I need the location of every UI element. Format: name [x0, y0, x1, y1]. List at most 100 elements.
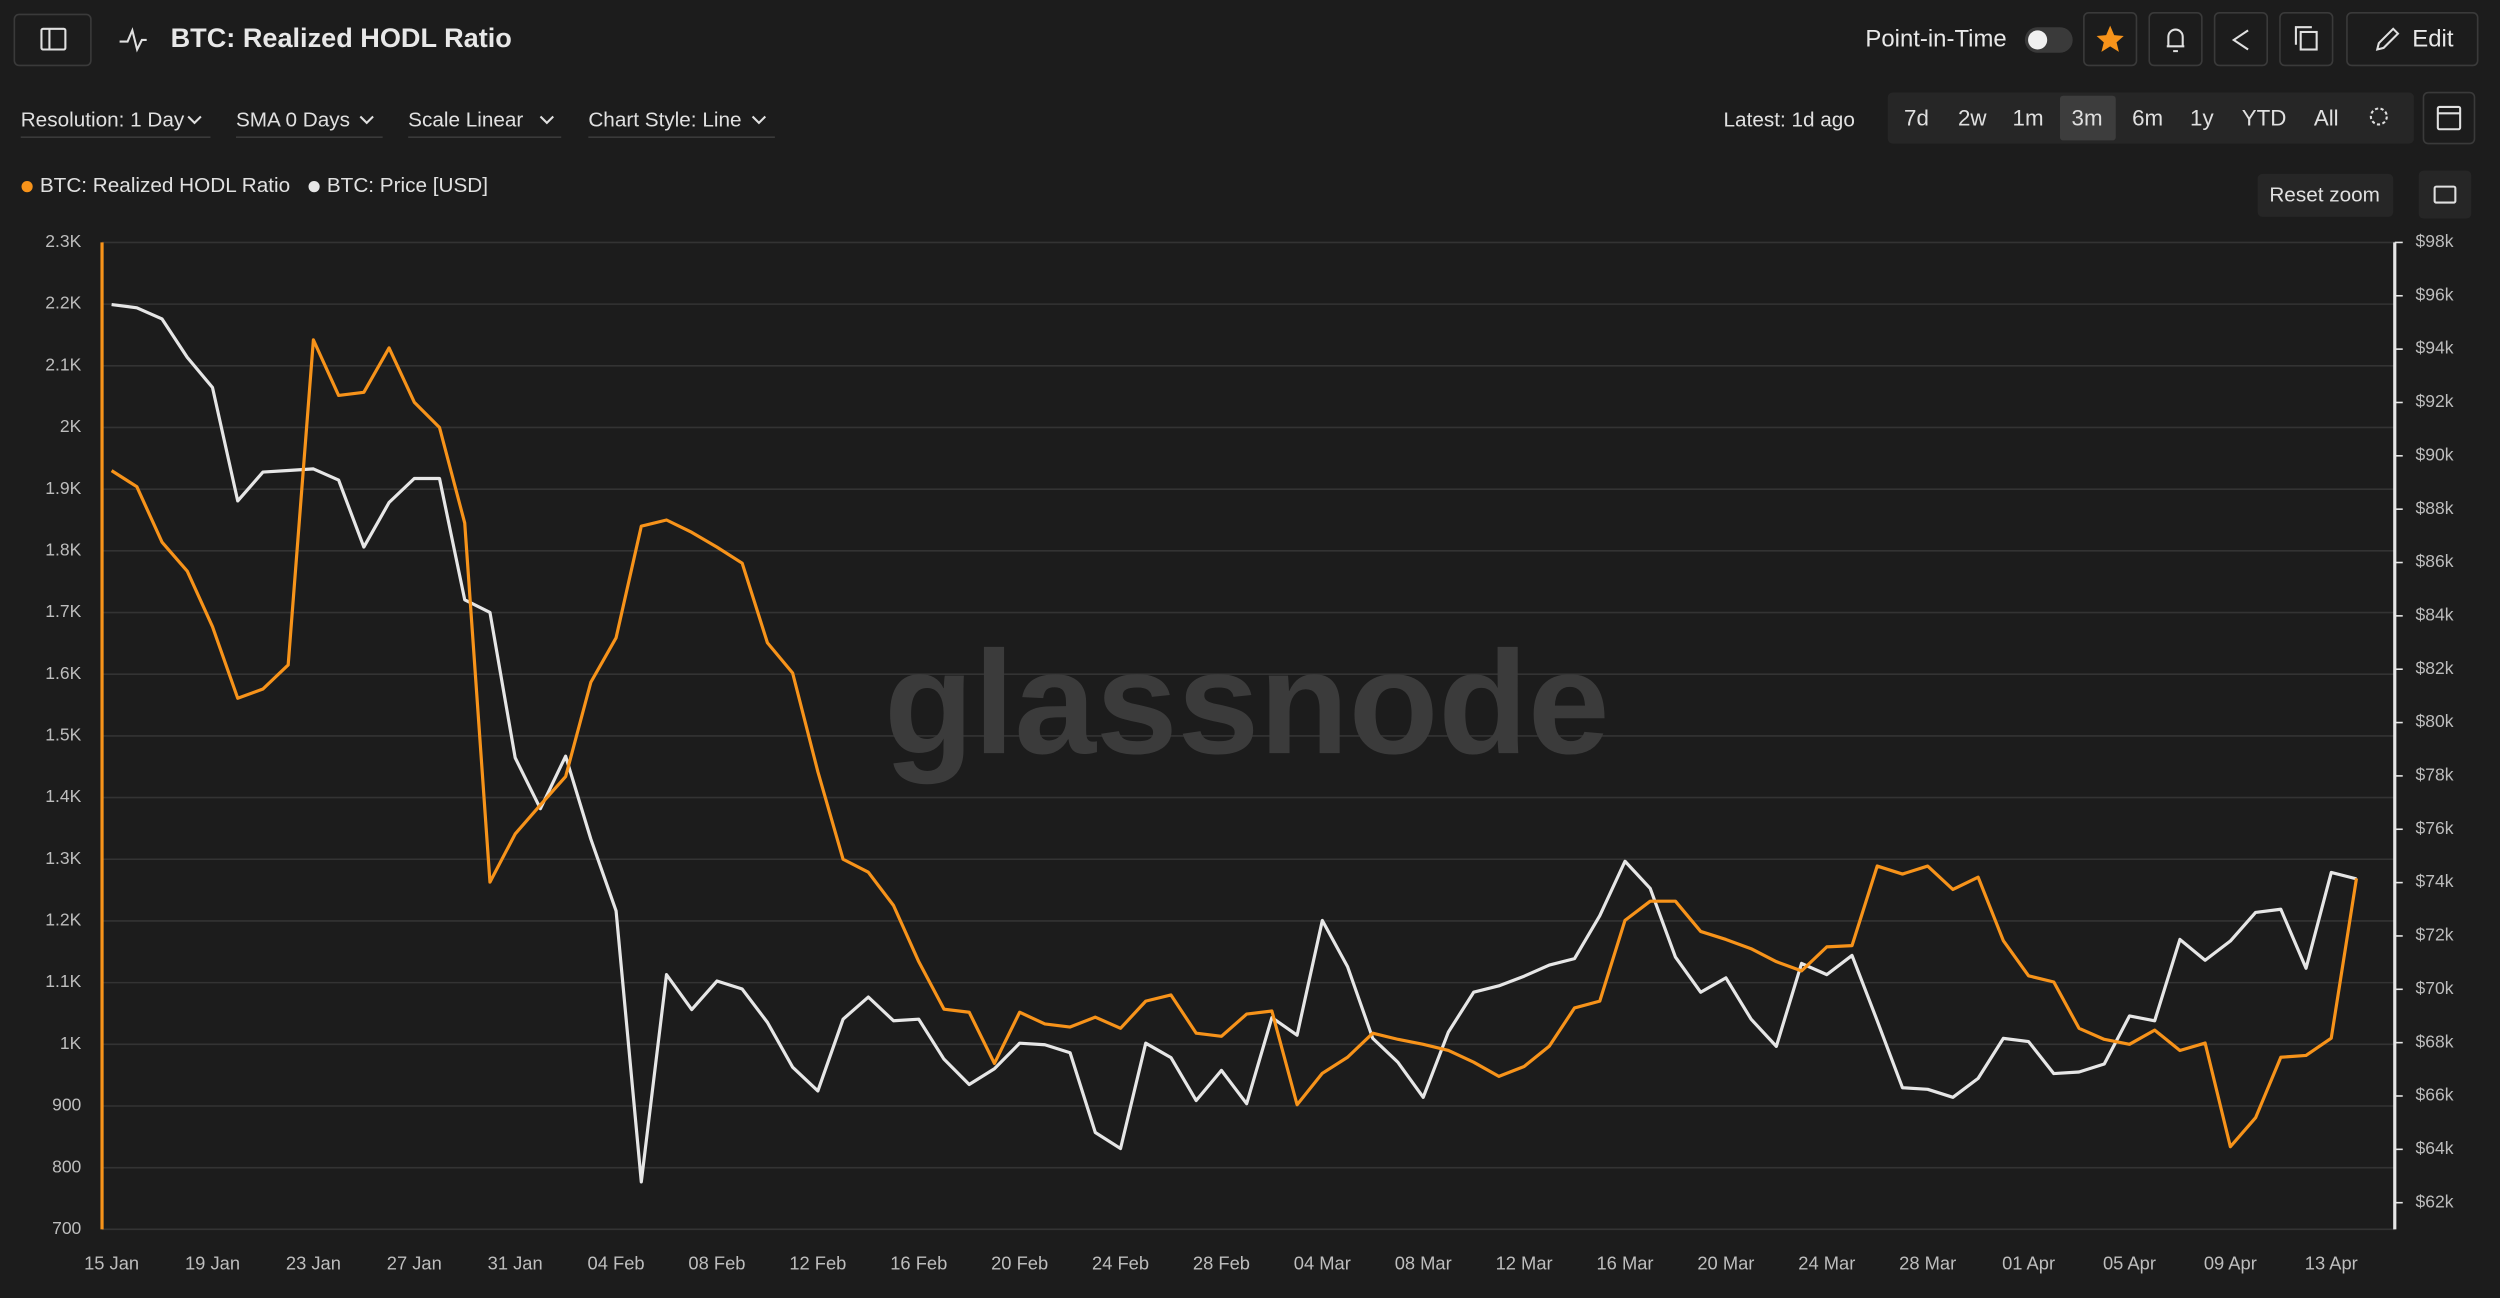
y-tick-label: 2.1K [45, 354, 81, 374]
reset-zoom-button[interactable] [2257, 173, 2394, 217]
y2-tick-label: $70k [2415, 978, 2453, 998]
range-active [2059, 95, 2116, 141]
range-button[interactable]: YTD [2242, 106, 2287, 131]
range-button[interactable]: All [2314, 106, 2339, 131]
y2-tick-label: $64k [2415, 1138, 2453, 1158]
y2-tick-label: $82k [2415, 658, 2453, 678]
range-button[interactable]: 7d [1904, 106, 1929, 131]
star-icon [2096, 25, 2124, 52]
y2-tick-label: $68k [2415, 1031, 2453, 1051]
edit-icon [2375, 27, 2400, 51]
copy-button[interactable] [2279, 12, 2334, 67]
watermark: glassnode [884, 621, 1609, 785]
toggle-knob [2028, 30, 2048, 50]
x-tick-label: 20 Feb [991, 1252, 1048, 1273]
range-group [1887, 92, 2414, 144]
y2-tick-label: $80k [2415, 711, 2453, 731]
x-tick-label: 27 Jan [387, 1252, 442, 1273]
y-tick-label: 1.6K [45, 663, 81, 683]
x-tick-label: 23 Jan [286, 1252, 341, 1273]
x-tick-label: 12 Mar [1496, 1252, 1553, 1273]
camera-icon [2433, 185, 2457, 204]
y-tick-label: 700 [52, 1218, 81, 1238]
calendar-icon [2436, 105, 2462, 131]
y-tick-label: 1.2K [45, 910, 81, 930]
y2-tick-label: $76k [2415, 818, 2453, 838]
y-tick-label: 2.2K [45, 293, 81, 313]
y2-tick-label: $74k [2415, 871, 2453, 891]
y-tick-label: 1.5K [45, 725, 81, 745]
y2-tick-label: $72k [2415, 925, 2453, 945]
bell-icon [2166, 28, 2185, 53]
latest-label: Latest: 1d ago [1724, 109, 1855, 132]
x-tick-label: 09 Apr [2204, 1252, 2257, 1273]
x-tick-label: 16 Mar [1596, 1252, 1653, 1273]
range-button[interactable]: 1y [2190, 106, 2214, 131]
y-tick-label: 1.1K [45, 971, 81, 991]
range-button[interactable]: 1m [2013, 106, 2044, 131]
edit-label: Edit [2412, 25, 2454, 52]
y2-tick-label: $86k [2415, 551, 2453, 571]
reset-zoom-label: Reset zoom [2269, 184, 2380, 207]
scale-select[interactable]: Scale Linear [408, 109, 523, 132]
x-tick-label: 31 Jan [488, 1252, 543, 1273]
x-tick-label: 16 Feb [890, 1252, 947, 1273]
y2-tick-label: $88k [2415, 498, 2453, 518]
x-tick-label: 01 Apr [2002, 1252, 2055, 1273]
x-tick-label: 19 Jan [185, 1252, 240, 1273]
y-tick-label: 1K [60, 1033, 82, 1053]
dropdown-chevrons [187, 115, 767, 125]
y-tick-label: 800 [52, 1156, 81, 1176]
y2-tick-label: $96k [2415, 284, 2453, 304]
share-icon [2231, 29, 2249, 51]
calendar-button[interactable] [2422, 91, 2476, 145]
edit-button[interactable] [2346, 12, 2479, 67]
y-tick-label: 1.8K [45, 539, 81, 559]
legend-dot [21, 181, 33, 193]
x-tick-label: 13 Apr [2305, 1252, 2358, 1273]
x-tick-label: 08 Feb [688, 1252, 745, 1273]
range-button[interactable]: 6m [2132, 106, 2163, 131]
y2-tick-label: $92k [2415, 391, 2453, 411]
x-tick-label: 24 Mar [1798, 1252, 1855, 1273]
sma-select[interactable]: SMA 0 Days [236, 109, 350, 132]
legend-label: BTC: Price [USD] [327, 174, 488, 197]
x-tick-label: 04 Mar [1294, 1252, 1351, 1273]
legend-dot [308, 181, 320, 193]
y2-tick-label: $78k [2415, 765, 2453, 785]
resolution-select[interactable]: Resolution: 1 Day [21, 109, 185, 132]
x-tick-label: 04 Feb [588, 1252, 645, 1273]
x-tick-label: 20 Mar [1697, 1252, 1754, 1273]
share-button[interactable] [2213, 12, 2269, 67]
y2-tick-label: $98k [2415, 231, 2453, 251]
alert-button[interactable] [2148, 12, 2203, 67]
copy-icon [2299, 30, 2318, 51]
chart-style-select[interactable]: Chart Style: Line [588, 109, 741, 132]
x-tick-label: 28 Mar [1899, 1252, 1956, 1273]
series-line [111, 302, 2357, 1184]
y-tick-label: 2.3K [45, 231, 81, 251]
y2-tick-label: $94k [2415, 338, 2453, 358]
y-tick-label: 2K [60, 416, 82, 436]
y-tick-label: 1.9K [45, 478, 81, 498]
x-tick-label: 24 Feb [1092, 1252, 1149, 1273]
x-tick-label: 05 Apr [2103, 1252, 2156, 1273]
legend-label: BTC: Realized HODL Ratio [40, 174, 290, 197]
sidebar-icon [40, 27, 67, 51]
range-button[interactable]: 3m [2072, 106, 2103, 131]
y-tick-label: 1.7K [45, 601, 81, 621]
point-in-time-label: Point-in-Time [1865, 25, 2006, 52]
y2-tick-label: $66k [2415, 1085, 2453, 1105]
sidebar-button[interactable] [13, 13, 92, 67]
copy-icon-back [2294, 26, 2312, 45]
x-tick-label: 15 Jan [84, 1252, 139, 1273]
range-button[interactable]: 2w [1958, 106, 1987, 131]
y-tick-label: 900 [52, 1095, 81, 1115]
y-tick-label: 1.3K [45, 848, 81, 868]
x-tick-label: 12 Feb [789, 1252, 846, 1273]
screenshot-button[interactable] [2418, 170, 2472, 219]
x-tick-label: 28 Feb [1193, 1252, 1250, 1273]
x-tick-label: 08 Mar [1395, 1252, 1452, 1273]
